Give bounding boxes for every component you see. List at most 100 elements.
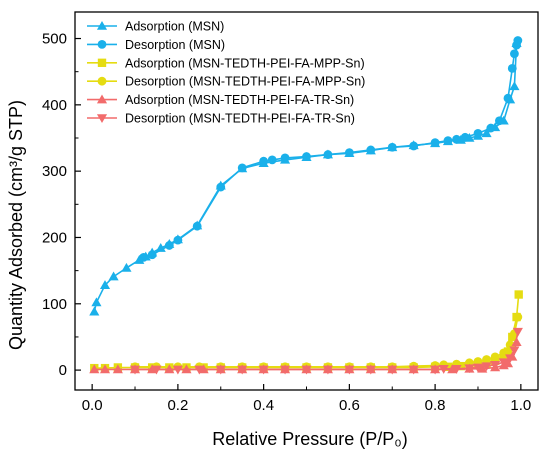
data-point [503,93,513,103]
data-point [503,347,513,356]
data-point [237,163,247,173]
data-point [509,81,520,91]
data-point [301,365,312,375]
data-point [99,280,111,290]
data-point [129,365,141,375]
y-tick-label: 500 [42,31,67,48]
data-point [112,364,123,374]
x-tick-label: 0.6 [339,397,360,414]
data-point [430,138,440,148]
data-point [99,364,111,374]
y-tick-label: 0 [59,362,67,379]
y-tick-label: 400 [42,97,67,114]
legend-label: Desorption (MSN-TEDTH-PEI-FA-MPP-Sn) [125,75,365,89]
legend-label: Adsorption (MSN-TEDTH-PEI-FA-MPP-Sn) [125,56,365,70]
data-point [495,116,504,126]
data-point [344,365,355,375]
legend-entry-5: Desorption (MSN-TEDTH-PEI-FA-TR-Sn) [87,112,355,126]
series-layer [89,36,523,375]
legend-marker [96,114,108,124]
data-point [513,312,523,322]
data-point [121,262,132,272]
legend-label: Adsorption (MSN-TEDTH-PEI-FA-TR-Sn) [125,93,354,107]
series-1 [139,36,523,262]
data-point [452,134,461,144]
data-point [155,243,166,252]
legend: Adsorption (MSN) Desorption (MSN) Adsorpti… [87,20,365,126]
x-tick-label: 0.0 [82,397,103,414]
data-point [323,150,333,159]
data-point [302,152,311,161]
data-point [481,362,492,372]
data-point [464,364,475,374]
data-point [259,156,269,166]
data-point [438,364,449,374]
data-point [505,354,516,364]
y-tick-label: 100 [42,296,67,313]
legend-marker [97,40,107,49]
data-point [366,145,376,155]
x-tick-label: 0.2 [167,397,188,414]
legend-label: Desorption (MSN-TEDTH-PEI-FA-TR-Sn) [125,112,355,126]
data-point [215,365,226,375]
legend-marker [97,58,107,67]
data-point [387,365,398,375]
data-point [173,235,183,245]
legend-entry-4: Adsorption (MSN-TEDTH-PEI-FA-TR-Sn) [87,93,354,107]
data-point [194,365,205,375]
legend-marker [96,20,108,30]
series-line [94,294,520,369]
data-point [365,365,376,375]
legend-marker [96,94,108,104]
data-point [490,361,501,370]
data-point [237,365,248,375]
data-point [89,364,100,374]
series-5 [129,327,523,375]
data-point [344,148,354,157]
data-point [408,365,419,375]
data-point [473,128,483,138]
data-point [387,142,397,152]
data-point [409,141,419,151]
data-point [164,241,174,250]
x-tick-label: 0.8 [425,397,446,414]
data-point [192,221,202,231]
data-point [490,352,500,362]
data-point [443,136,453,146]
data-point [216,182,226,192]
axes-layer: 0.0 0.2 0.4 0.6 0.8 1.0 0 100 200 300 400 500 [42,11,539,414]
data-point [280,365,291,375]
data-point [502,358,514,368]
data-point [486,123,496,133]
legend-entry-3: Desorption (MSN-TEDTH-PEI-FA-MPP-Sn) [87,75,365,89]
data-point [512,40,521,50]
data-point [472,363,484,373]
data-point [322,365,333,375]
data-point [258,365,269,375]
data-point [108,271,119,281]
legend-entry-1: Desorption (MSN) [87,38,225,52]
data-point [147,250,157,260]
data-point [139,252,148,262]
legend-entry-0: Adsorption (MSN) [87,20,224,34]
data-point [443,362,453,371]
series-line [135,316,519,368]
data-point [510,49,519,59]
legend-marker [97,76,107,86]
data-point [514,290,523,299]
x-tick-label: 0.4 [253,397,274,414]
data-point [151,365,162,375]
data-point [460,132,470,142]
data-point [507,63,517,73]
data-point [481,128,492,138]
data-point [267,155,277,165]
data-point [89,306,100,316]
data-point [498,358,509,368]
series-line [143,40,519,259]
data-point [451,364,462,374]
data-point [512,327,523,337]
legend-label: Desorption (MSN) [125,38,225,52]
data-point [482,355,491,364]
data-point [172,365,183,375]
